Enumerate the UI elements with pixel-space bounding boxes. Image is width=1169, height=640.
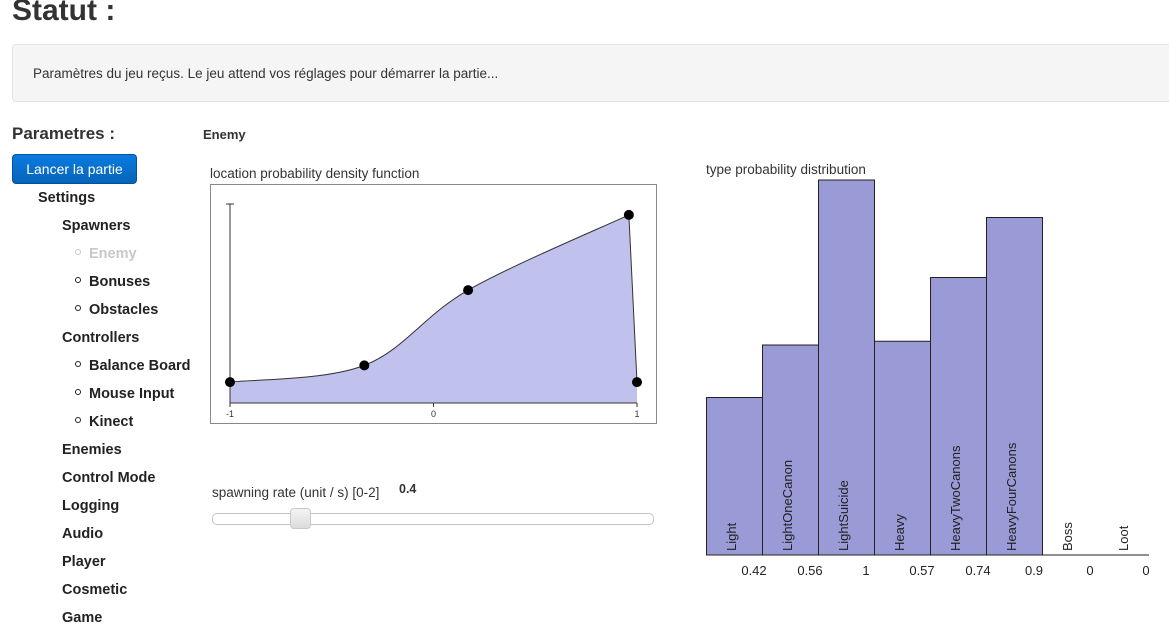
tree-item-label: Obstacles xyxy=(89,302,159,318)
pdf-title: location probability density function xyxy=(210,166,420,181)
page-title: Statut : xyxy=(12,0,116,27)
spawn-rate-label: spawning rate (unit / s) [0-2] xyxy=(212,485,380,500)
pdf-area xyxy=(230,214,637,403)
tree-item-control-mode[interactable]: Control Mode xyxy=(62,470,155,486)
tree-item-label: Audio xyxy=(62,526,104,542)
tree-item-kinect[interactable]: Kinect xyxy=(75,414,133,430)
tree-item-bonuses[interactable]: Bonuses xyxy=(75,274,150,290)
distribution-bar-label: LightSuicide xyxy=(836,480,851,551)
spawn-rate-value: 0.4 xyxy=(399,482,417,496)
tree-item-enemies[interactable]: Enemies xyxy=(62,442,122,458)
parameters-heading: Parametres : xyxy=(12,124,116,143)
tree-item-logging[interactable]: Logging xyxy=(62,498,119,514)
distribution-bar-label: Light xyxy=(724,522,739,551)
tree-item-settings[interactable]: Settings xyxy=(38,190,95,206)
section-label: Enemy xyxy=(203,127,246,142)
pdf-curve xyxy=(229,214,638,383)
tree-item-label: Control Mode xyxy=(62,470,156,486)
distribution-value-label: 0.9 xyxy=(1025,563,1043,578)
bullet-icon xyxy=(75,277,81,283)
bullet-icon xyxy=(75,305,81,311)
distribution-value-label: 0 xyxy=(1142,563,1149,578)
tree-item-controllers[interactable]: Controllers xyxy=(62,330,139,346)
spawn-rate-slider-handle[interactable] xyxy=(289,508,311,529)
bullet-icon xyxy=(75,389,81,395)
tree-item-label: Settings xyxy=(38,190,96,206)
distribution-value-label: 0.56 xyxy=(797,563,822,578)
distribution-bar xyxy=(874,340,931,556)
tree-item-label: Enemies xyxy=(62,442,122,458)
bullet-icon xyxy=(75,249,81,255)
tree-item-label: Cosmetic xyxy=(62,582,128,598)
distribution-bar-label: Loot xyxy=(1116,525,1131,551)
tree-item-label: Game xyxy=(62,610,103,626)
tree-item-label: Balance Board xyxy=(89,358,191,374)
tree-item-label: Mouse Input xyxy=(89,386,175,402)
tree-item-game[interactable]: Game xyxy=(62,610,102,626)
distribution-value-label: 0.57 xyxy=(909,563,934,578)
status-message: Paramètres du jeu reçus. Le jeu attend v… xyxy=(33,66,499,81)
distribution-bar-label: Heavy xyxy=(892,514,907,551)
distribution-value-label: 0.42 xyxy=(741,563,766,578)
distribution-value-label: 0 xyxy=(1086,563,1093,578)
tree-item-label: Kinect xyxy=(89,414,134,430)
tree-item-cosmetic[interactable]: Cosmetic xyxy=(62,582,127,598)
pdf-control-point[interactable] xyxy=(623,209,634,220)
distribution-bar xyxy=(930,277,987,556)
pdf-x-tick-label: -1 xyxy=(226,409,234,419)
distribution-bar xyxy=(818,179,875,556)
distribution-bar-label: HeavyTwoCanons xyxy=(948,445,963,551)
distribution-value-label: 0.74 xyxy=(965,563,990,578)
tree-item-obstacles[interactable]: Obstacles xyxy=(75,302,158,318)
pdf-control-point[interactable] xyxy=(225,377,235,388)
distribution-value-label: 1 xyxy=(862,563,869,578)
pdf-control-point[interactable] xyxy=(359,360,370,371)
tree-item-label: Player xyxy=(62,554,106,570)
tree-item-label: Controllers xyxy=(62,330,140,346)
tree-item-balance-board[interactable]: Balance Board xyxy=(75,358,191,374)
bullet-icon xyxy=(75,417,81,423)
pdf-control-point[interactable] xyxy=(632,377,642,388)
launch-game-button[interactable]: Lancer la partie xyxy=(12,154,137,184)
distribution-bar xyxy=(986,217,1043,556)
distribution-bar-label: Boss xyxy=(1060,522,1075,551)
pdf-plot[interactable]: -1 0 1 xyxy=(210,184,657,424)
pdf-x-tick-label: 1 xyxy=(634,409,639,419)
distribution-bar-label: HeavyFourCanons xyxy=(1004,442,1019,551)
bullet-icon xyxy=(75,361,81,367)
pdf-x-tick-label: 0 xyxy=(431,409,436,419)
tree-item-label: Logging xyxy=(62,498,120,514)
distribution-bar xyxy=(762,344,819,556)
distribution-bar-label: LightOneCanon xyxy=(780,460,795,551)
tree-item-mouse-input[interactable]: Mouse Input xyxy=(75,386,174,402)
tree-item-enemy[interactable]: Enemy xyxy=(75,246,137,262)
tree-item-player[interactable]: Player xyxy=(62,554,106,570)
tree-item-audio[interactable]: Audio xyxy=(62,526,103,542)
distribution-title: type probability distribution xyxy=(706,162,866,177)
tree-item-label: Spawners xyxy=(62,218,131,234)
spawn-rate-slider[interactable] xyxy=(212,513,654,525)
status-panel: Paramètres du jeu reçus. Le jeu attend v… xyxy=(12,44,1169,102)
tree-item-spawners[interactable]: Spawners xyxy=(62,218,131,234)
tree-item-label: Enemy xyxy=(89,246,137,262)
pdf-control-point[interactable] xyxy=(463,285,474,296)
tree-item-label: Bonuses xyxy=(89,274,151,290)
